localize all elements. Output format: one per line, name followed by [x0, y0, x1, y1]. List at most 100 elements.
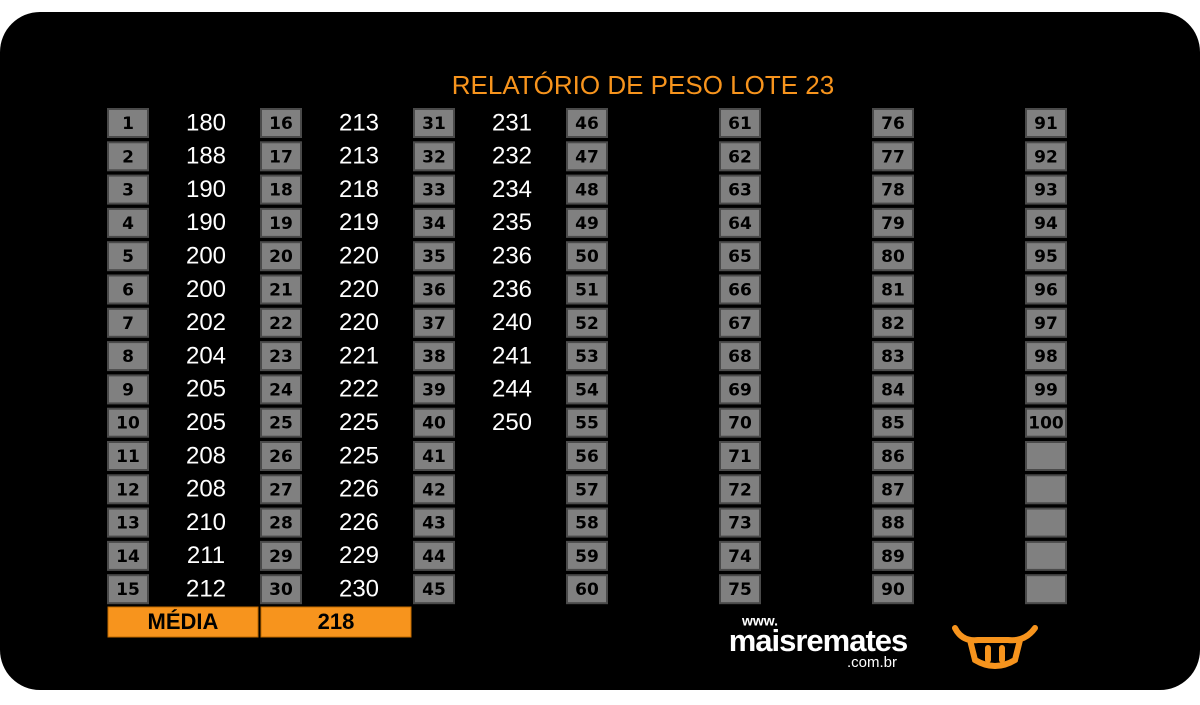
id-label: 84 — [881, 380, 905, 400]
weight: 244 — [492, 376, 532, 403]
id-box — [1025, 307, 1067, 338]
id-box — [1025, 407, 1067, 438]
id-box — [260, 374, 302, 405]
id-label: 97 — [1034, 314, 1058, 334]
id-label: 18 — [269, 181, 293, 201]
id-box — [107, 241, 149, 272]
id-box — [260, 574, 302, 605]
id-box — [872, 241, 914, 272]
id-box — [107, 174, 149, 205]
id-label: 43 — [422, 514, 446, 534]
id-label: 21 — [269, 281, 293, 301]
id-box — [107, 274, 149, 305]
id-box — [260, 540, 302, 571]
id-box — [566, 307, 608, 338]
id-box — [107, 374, 149, 405]
id-box — [1025, 108, 1067, 138]
id-label: 51 — [575, 281, 599, 301]
id-box — [566, 141, 608, 172]
id-label: 10 — [116, 414, 140, 434]
id-label: 30 — [269, 580, 293, 600]
id-label: 79 — [881, 214, 905, 234]
id-box — [1025, 174, 1067, 205]
weight: 241 — [492, 342, 532, 369]
id-box — [413, 507, 455, 538]
weight: 219 — [339, 209, 379, 236]
id-label: 81 — [881, 281, 905, 301]
id-label: 37 — [422, 314, 446, 334]
id-label: 44 — [422, 547, 446, 567]
weight: 240 — [492, 309, 532, 336]
weight: 231 — [492, 109, 532, 136]
weight: 230 — [339, 576, 379, 603]
id-box — [107, 307, 149, 338]
id-label: 4 — [122, 214, 134, 234]
weight: 235 — [492, 209, 532, 236]
weight: 188 — [186, 143, 226, 170]
id-box — [260, 241, 302, 272]
id-label: 74 — [728, 547, 752, 567]
weight: 226 — [339, 476, 379, 503]
id-box — [719, 507, 761, 538]
id-label: 89 — [881, 547, 905, 567]
id-label: 72 — [728, 480, 752, 500]
id-label: 63 — [728, 181, 752, 201]
id-label: 60 — [575, 580, 599, 600]
id-label: 12 — [116, 480, 140, 500]
id-box — [260, 474, 302, 505]
average-label: MÉDIA — [148, 609, 219, 634]
id-label: 13 — [116, 514, 140, 534]
id-box — [1025, 540, 1067, 571]
weight: 236 — [492, 276, 532, 303]
id-box — [260, 207, 302, 238]
id-label: 1 — [122, 114, 134, 134]
id-label: 57 — [575, 480, 599, 500]
id-box — [1025, 241, 1067, 272]
id-box — [260, 441, 302, 471]
id-label: 32 — [422, 147, 446, 167]
weight: 225 — [339, 442, 379, 469]
id-label: 7 — [122, 314, 134, 334]
id-box — [260, 141, 302, 172]
weight: 190 — [186, 209, 226, 236]
id-label: 68 — [728, 347, 752, 367]
weight: 236 — [492, 243, 532, 270]
id-label: 88 — [881, 514, 905, 534]
id-label: 66 — [728, 281, 752, 301]
id-label: 36 — [422, 281, 446, 301]
id-box — [719, 108, 761, 138]
id-box — [719, 474, 761, 505]
id-box — [260, 507, 302, 538]
id-label: 47 — [575, 147, 599, 167]
id-label: 73 — [728, 514, 752, 534]
title: RELATÓRIO DE PESO LOTE 23 — [452, 70, 834, 100]
id-box — [872, 108, 914, 138]
id-label: 53 — [575, 347, 599, 367]
id-box — [872, 207, 914, 238]
id-label: 64 — [728, 214, 752, 234]
id-label: 54 — [575, 380, 599, 400]
id-label: 42 — [422, 480, 446, 500]
id-box — [413, 241, 455, 272]
id-label: 98 — [1034, 347, 1058, 367]
id-label: 11 — [116, 447, 140, 467]
id-label: 87 — [881, 480, 905, 500]
weight: 204 — [186, 342, 226, 369]
id-box — [566, 374, 608, 405]
id-box — [872, 174, 914, 205]
id-label: 9 — [122, 380, 134, 400]
id-label: 59 — [575, 547, 599, 567]
id-box — [872, 441, 914, 471]
id-box — [719, 374, 761, 405]
id-box — [107, 474, 149, 505]
weight: 220 — [339, 243, 379, 270]
id-box — [1025, 141, 1067, 172]
id-box — [566, 241, 608, 272]
id-label: 41 — [422, 447, 446, 467]
bull-icon — [952, 625, 1038, 669]
weight: 250 — [492, 409, 532, 436]
id-label: 27 — [269, 480, 293, 500]
id-box — [566, 274, 608, 305]
logo-name: maisremates — [729, 623, 908, 658]
id-box — [413, 574, 455, 605]
